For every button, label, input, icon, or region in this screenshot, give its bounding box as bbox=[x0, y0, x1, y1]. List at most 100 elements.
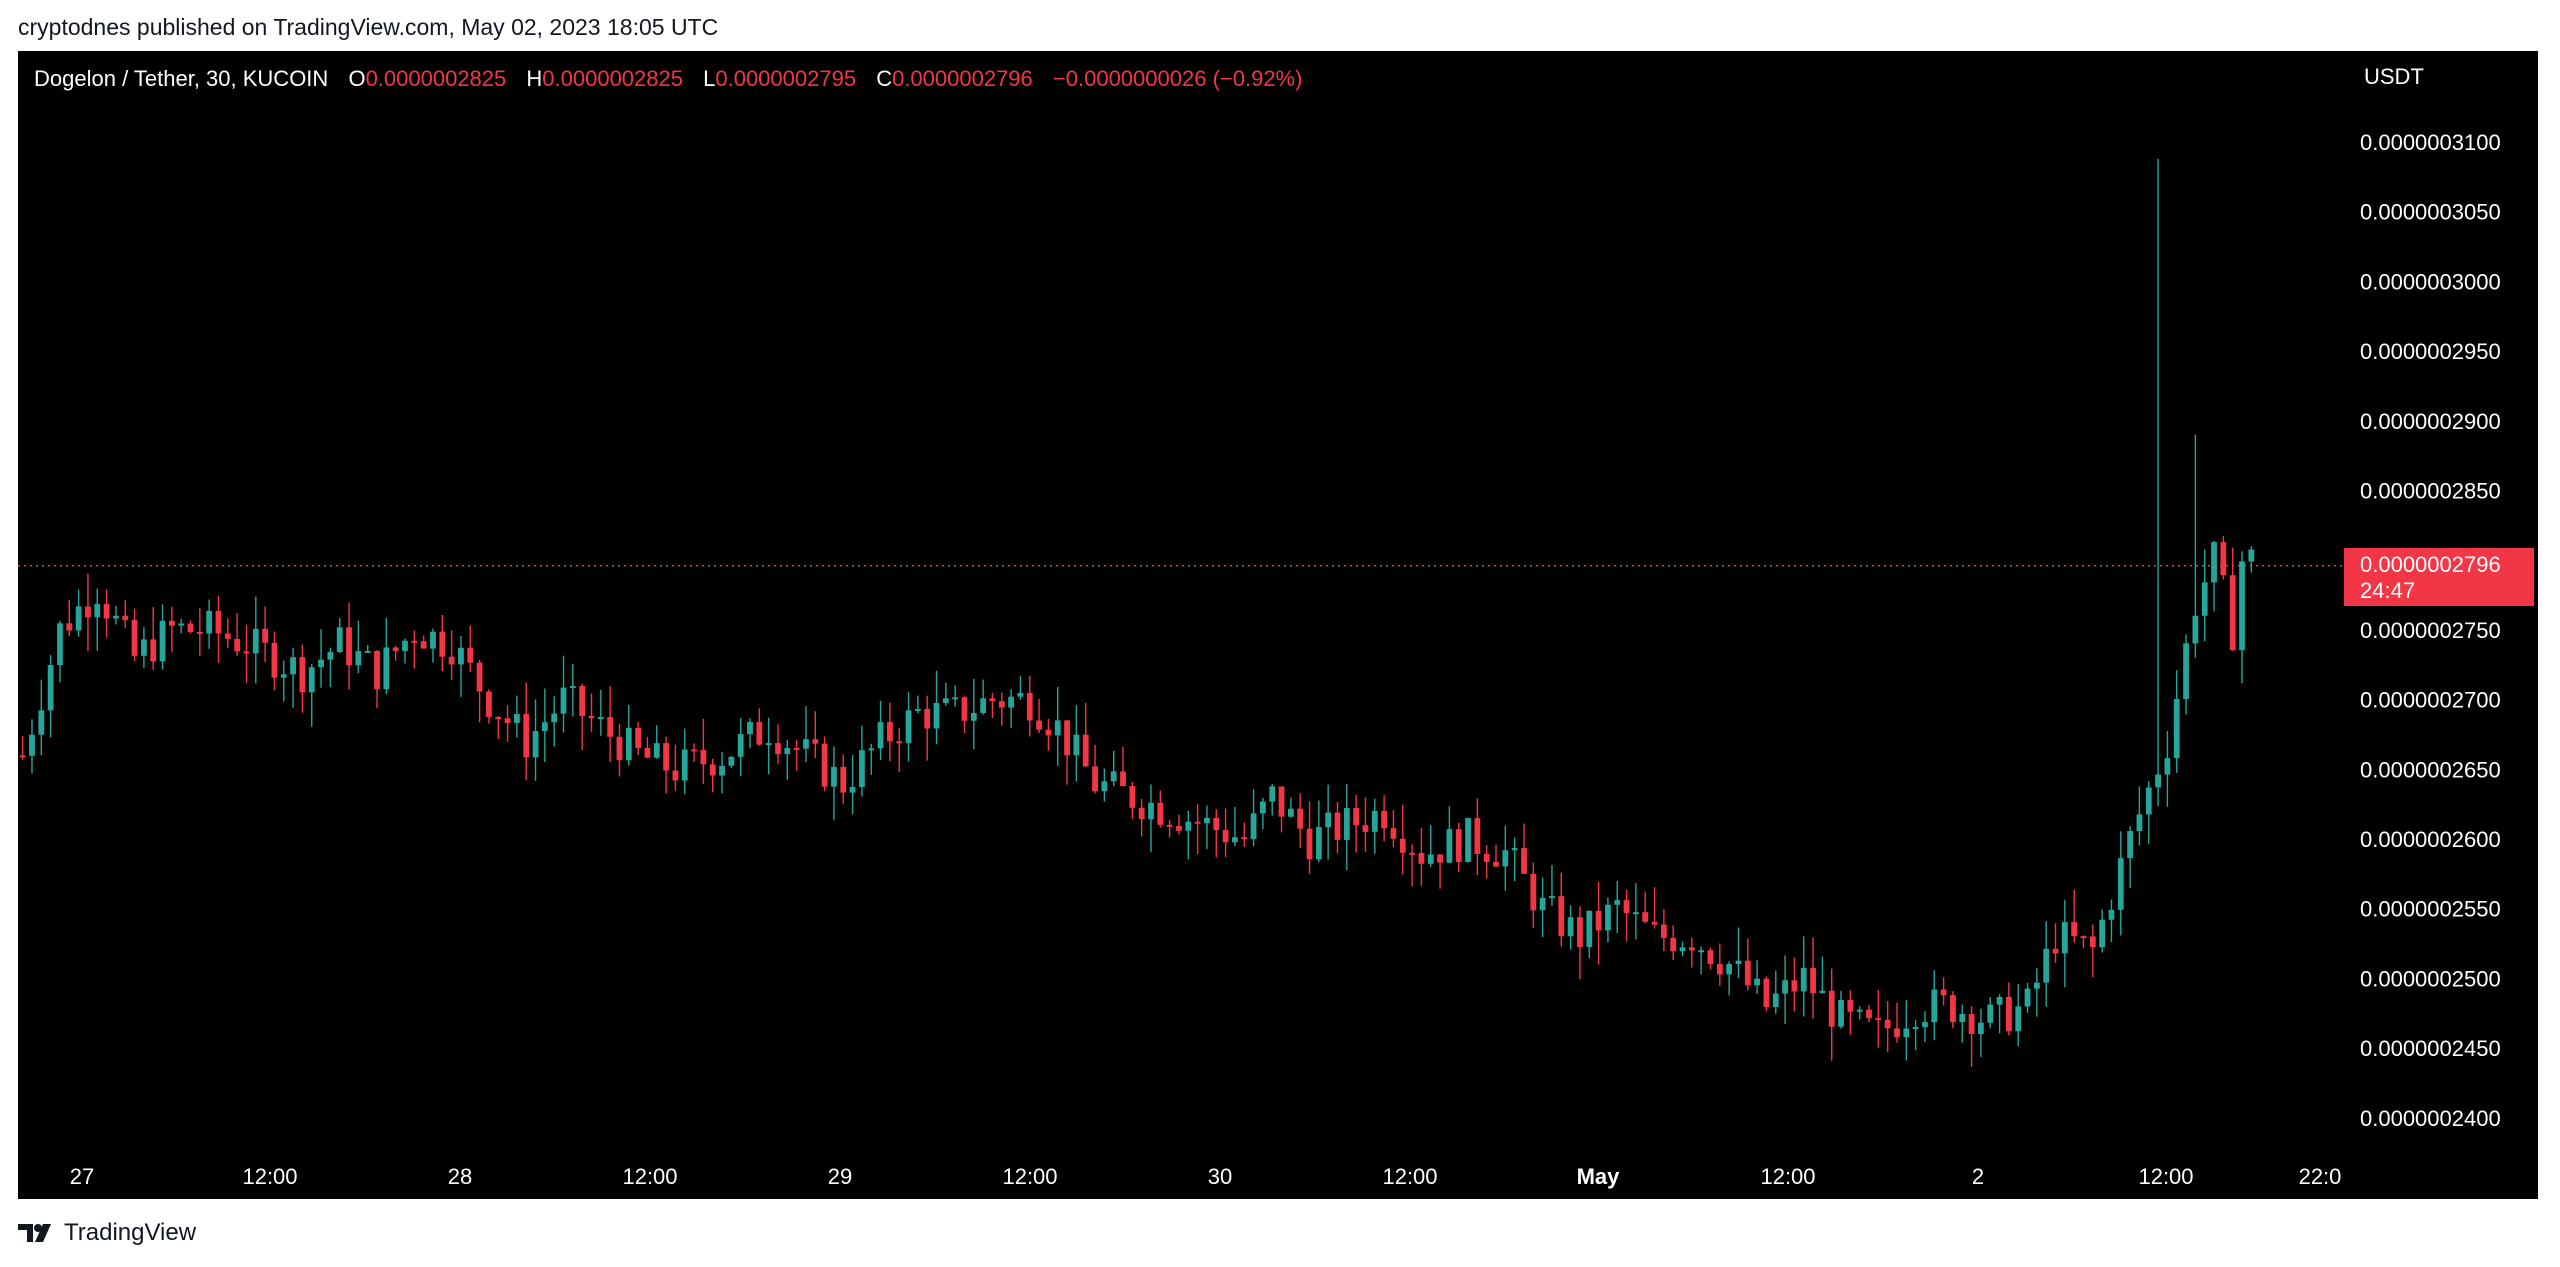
candle-body bbox=[2201, 582, 2208, 616]
price-tick-label: 0.0000002700 bbox=[2360, 688, 2501, 713]
time-tick-label: 30 bbox=[1208, 1164, 1232, 1189]
candle-body bbox=[262, 628, 269, 643]
candle-body bbox=[1978, 1022, 1984, 1035]
time-tick-label: May bbox=[1577, 1164, 1621, 1189]
candle-body bbox=[1716, 964, 1723, 975]
candle-body bbox=[1819, 990, 1826, 994]
price-tick-label: 0.0000002500 bbox=[2360, 966, 2501, 991]
candle-body bbox=[747, 721, 753, 735]
open-value: 0.0000002825 bbox=[365, 66, 507, 91]
time-tick-label: 12:00 bbox=[1760, 1164, 1815, 1189]
symbol-name[interactable]: Dogelon / Tether, 30, KUCOIN bbox=[34, 66, 329, 91]
candle-body bbox=[1670, 937, 1677, 952]
time-tick-label: 27 bbox=[70, 1164, 94, 1189]
candle-body bbox=[886, 722, 893, 742]
candle-body bbox=[495, 717, 502, 720]
change-value: −0.0000000026 (−0.92%) bbox=[1052, 66, 1303, 91]
price-tick-label: 0.0000002450 bbox=[2360, 1036, 2501, 1061]
candle-body bbox=[1353, 808, 1360, 826]
candle-body bbox=[989, 698, 996, 702]
candle-body bbox=[1614, 900, 1621, 905]
candle-body bbox=[672, 770, 679, 781]
candle-body bbox=[1455, 829, 1462, 862]
candle-body bbox=[1054, 720, 1061, 736]
candle-body bbox=[1148, 802, 1154, 820]
candle-body bbox=[1940, 989, 1947, 996]
candle-body bbox=[532, 731, 539, 758]
candle-body bbox=[579, 686, 586, 717]
candle-body bbox=[47, 664, 54, 711]
candle-body bbox=[1903, 1028, 1910, 1038]
candle-body bbox=[784, 747, 791, 755]
candle-body bbox=[1204, 817, 1210, 824]
candle-body bbox=[1213, 817, 1220, 831]
candle-body bbox=[1129, 786, 1136, 808]
candle-body bbox=[1679, 947, 1686, 952]
candle-body bbox=[318, 659, 324, 668]
candle-body bbox=[1922, 1022, 1928, 1028]
candle-body bbox=[243, 651, 250, 654]
candle-body bbox=[113, 615, 119, 619]
candle-body bbox=[597, 716, 604, 719]
candle-body bbox=[1073, 734, 1080, 756]
candle-body bbox=[2211, 542, 2217, 583]
candle-body bbox=[1959, 1014, 1966, 1023]
currency-label: USDT bbox=[2364, 64, 2424, 89]
candle-body bbox=[1586, 910, 1593, 948]
candle-body bbox=[1082, 734, 1089, 767]
candle-body bbox=[1306, 828, 1313, 860]
price-tick-label: 0.0000002600 bbox=[2360, 827, 2501, 852]
candle-body bbox=[569, 686, 576, 689]
candle-body bbox=[616, 736, 623, 761]
close-value: 0.0000002796 bbox=[892, 66, 1033, 91]
candle-body bbox=[1287, 808, 1294, 817]
candle-body bbox=[877, 722, 884, 749]
candle-body bbox=[1446, 829, 1453, 863]
candle-body bbox=[635, 727, 642, 748]
open-label: O bbox=[348, 66, 366, 91]
close-label: C bbox=[876, 66, 893, 91]
candle-body bbox=[1791, 980, 1798, 992]
time-tick-label: 12:00 bbox=[1002, 1164, 1057, 1189]
candle-body bbox=[19, 755, 26, 758]
candle-body bbox=[346, 627, 352, 666]
candle-body bbox=[859, 750, 865, 788]
candle-body bbox=[607, 716, 614, 737]
bar-countdown: 24:47 bbox=[2360, 578, 2416, 603]
candle-body bbox=[1521, 848, 1527, 874]
candle-body bbox=[2043, 948, 2050, 983]
candle-body bbox=[2024, 988, 2031, 1007]
candle-body bbox=[868, 748, 875, 751]
high-label: H bbox=[526, 66, 543, 91]
candle-body bbox=[1567, 917, 1574, 937]
candle-body bbox=[942, 698, 949, 703]
candle-body bbox=[1623, 900, 1630, 914]
price-tick-label: 0.0000003100 bbox=[2360, 130, 2501, 155]
candle-body bbox=[1381, 810, 1388, 829]
candle-body bbox=[411, 640, 418, 643]
low-value: 0.0000002795 bbox=[715, 66, 857, 91]
candle-body bbox=[1390, 828, 1397, 839]
candle-body bbox=[252, 628, 259, 654]
price-tick-label: 0.0000002950 bbox=[2360, 339, 2501, 364]
candle-body bbox=[1866, 1009, 1872, 1019]
candle-body bbox=[765, 743, 772, 746]
chart-frame[interactable] bbox=[18, 51, 2538, 1199]
candle-body bbox=[1185, 821, 1192, 831]
candle-body bbox=[1530, 873, 1537, 911]
candle-body bbox=[1605, 904, 1611, 931]
candle-body bbox=[374, 650, 380, 690]
footer-brand[interactable]: TradingView bbox=[18, 1219, 196, 1247]
candle-body bbox=[1465, 818, 1471, 862]
candle-body bbox=[961, 697, 968, 721]
candle-body bbox=[1688, 947, 1695, 951]
candle-body bbox=[2015, 1006, 2022, 1032]
candle-body bbox=[1642, 912, 1649, 922]
candle-body bbox=[560, 687, 567, 714]
candle-body bbox=[803, 739, 809, 749]
candle-body bbox=[196, 631, 203, 634]
candle-body bbox=[821, 743, 828, 787]
candle-body bbox=[458, 647, 464, 665]
candle-body bbox=[1558, 896, 1565, 937]
